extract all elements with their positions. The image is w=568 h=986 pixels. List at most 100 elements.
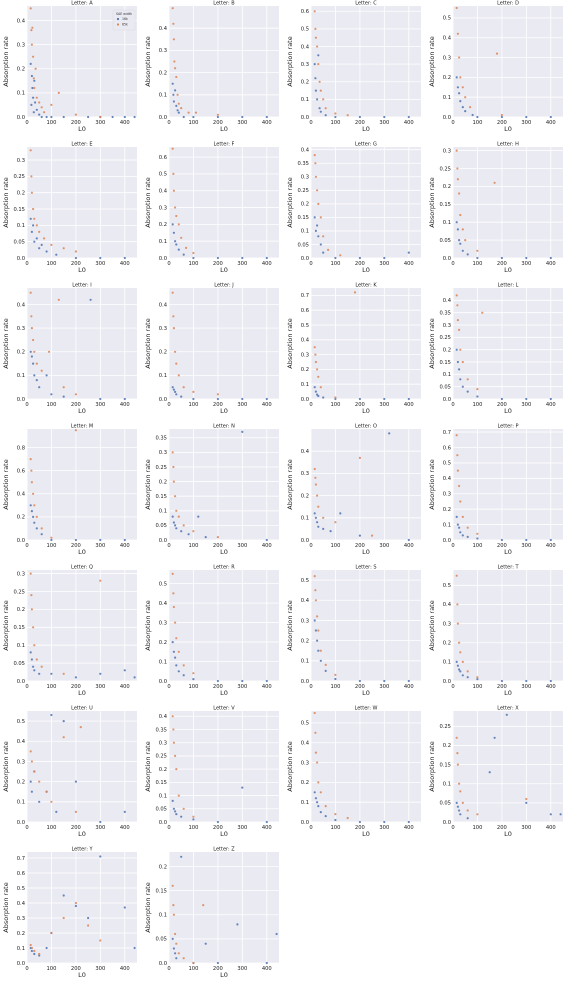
y-tick-label: 0.6 [17,871,25,877]
data-point-16k [29,780,32,783]
data-point-65k [319,216,322,219]
panel-letter-i: 0 100 200 300 400 0.0 0.1 0.2 0.3 0.4 Letter: I L0 A… [2,283,137,415]
data-point-65k [318,80,321,83]
data-point-16k [455,348,458,351]
x-tick-label: 200 [213,684,223,690]
x-tick-label: 400 [546,543,556,549]
y-tick-label: 0.3 [301,352,309,358]
x-tick-label: 300 [379,543,389,549]
data-point-65k [172,480,175,483]
data-point-16k [317,394,320,398]
data-point-65k [172,172,175,175]
data-point-16k [171,799,174,803]
y-tick-label: 0.1 [17,800,25,806]
data-point-65k [456,469,459,472]
y-tick-label: 0.3 [159,48,167,54]
data-point-65k [30,315,33,318]
x-tick-label: 0 [451,825,454,831]
data-point-16k [407,679,410,683]
x-axis-label: L0 [78,689,86,697]
x-axis-label: L0 [504,266,512,274]
x-tick-label: 300 [95,684,105,690]
data-point-65k [216,393,219,396]
y-tick-label: 0.0 [17,679,25,685]
data-point-16k [123,256,126,260]
data-point-16k [38,113,41,116]
y-tick-label: 0.2 [159,640,167,646]
data-point-65k [459,651,462,654]
y-tick-label: 0.0 [443,115,451,121]
y-tick-label: 0.15 [155,494,167,500]
data-point-65k [29,7,32,10]
y-tick-label: 0.2 [301,638,309,644]
data-point-16k [74,256,77,260]
data-point-16k [133,115,136,119]
y-axis-label: Absorption rate [144,741,152,791]
x-tick-label: 100 [472,543,482,549]
y-tick-label: 0.0 [17,820,25,826]
data-point-65k [458,328,461,331]
y-tick-label: 0.3 [159,741,167,747]
data-point-16k [40,243,43,246]
plot-background [453,288,563,399]
panel-title: Letter: B [213,1,235,7]
y-tick-label: 0.05 [155,807,167,813]
data-point-16k [383,256,386,260]
data-point-16k [407,251,410,254]
data-point-65k [29,149,32,152]
data-point-16k [172,521,175,524]
y-tick-label: 0.2 [159,222,167,228]
data-point-16k [74,538,77,542]
data-point-65k [464,96,467,99]
data-point-16k [358,256,361,260]
data-point-16k [216,679,219,683]
data-point-65k [459,790,462,793]
panel-letter-m: 0 100 200 300 400 0.0 0.2 0.4 0.6 0.8 Letter: M L0 A… [2,424,137,556]
data-point-16k [358,679,361,683]
data-point-16k [241,256,244,260]
data-point-16k [456,86,459,89]
y-tick-label: 0.4 [443,476,452,482]
y-tick-label: 0.1 [301,229,309,235]
data-point-65k [322,516,325,519]
data-point-16k [505,713,508,716]
data-point-65k [29,943,32,947]
data-point-16k [33,79,36,82]
data-point-65k [458,192,461,195]
x-tick-label: 400 [546,402,556,408]
y-tick-label: 0.0 [301,397,309,403]
data-point-16k [33,669,36,672]
data-point-16k [31,86,34,90]
data-point-65k [38,780,41,783]
y-tick-label: 0.0 [443,256,451,262]
y-tick-label: 0.3 [443,148,451,154]
data-point-16k [174,810,177,813]
data-point-16k [466,535,469,539]
y-tick-label: 0.6 [159,155,167,161]
data-point-65k [313,575,316,578]
y-tick-label: 0.0 [159,538,167,544]
data-point-16k [30,949,33,953]
y-tick-label: 0.5 [443,461,451,467]
data-point-65k [174,495,177,498]
data-point-16k [172,231,175,234]
data-point-65k [461,86,464,89]
y-tick-label: 0.2 [17,515,25,521]
y-tick-label: 0.4 [17,18,26,24]
data-point-65k [202,904,205,907]
data-point-65k [180,236,183,239]
data-point-65k [30,608,33,611]
data-point-16k [38,386,41,389]
data-point-16k [32,111,35,114]
y-tick-label: 0.0 [301,538,309,544]
data-point-16k [197,515,200,518]
data-point-16k [180,815,183,818]
panel-title: Letter: X [497,706,519,712]
y-tick-label: 0.1 [443,220,451,226]
x-tick-label: 0 [309,261,312,267]
x-tick-label: 400 [262,825,272,831]
y-tick-label: 0.25 [13,174,25,180]
x-tick-label: 0 [25,966,28,972]
data-point-16k [31,224,35,227]
data-point-65k [38,230,41,233]
